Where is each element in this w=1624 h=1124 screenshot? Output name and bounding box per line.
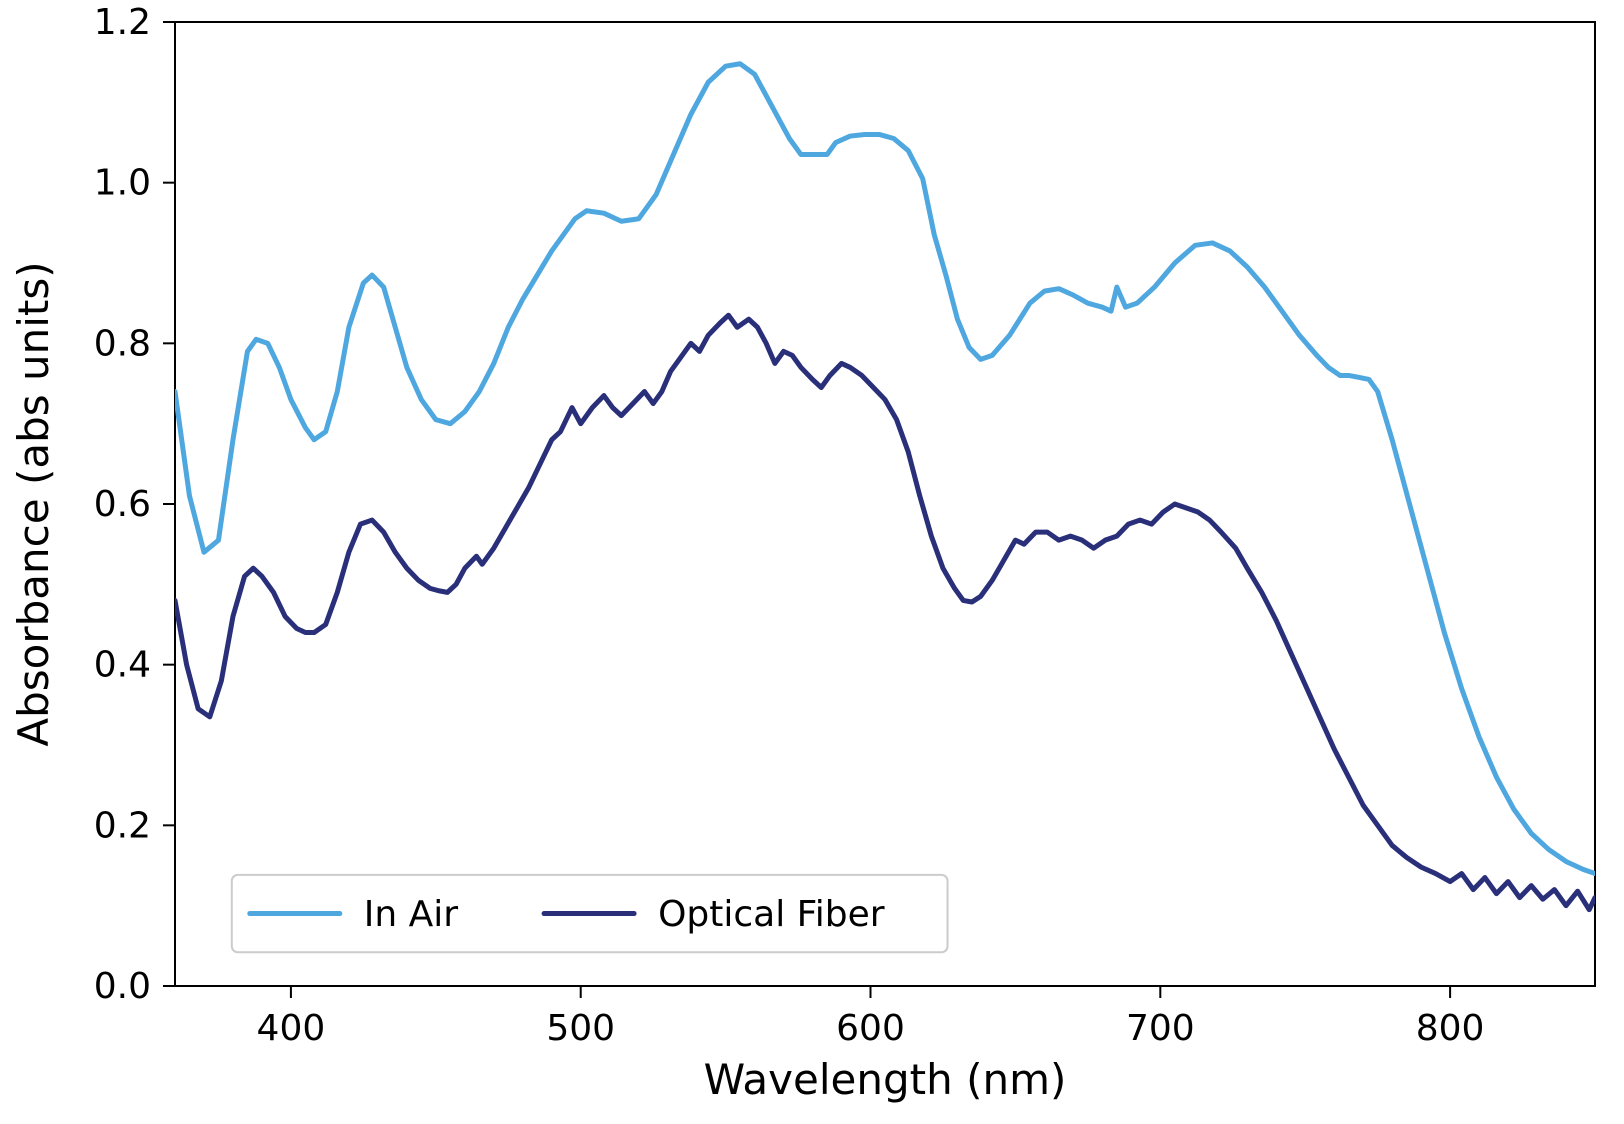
x-tick-label: 600: [836, 1008, 905, 1049]
y-tick-label: 1.0: [94, 163, 151, 204]
y-tick-label: 0.4: [94, 645, 151, 686]
x-tick-label: 400: [257, 1008, 326, 1049]
x-tick-label: 500: [546, 1008, 615, 1049]
chart-bg: [0, 0, 1624, 1124]
y-tick-label: 0.6: [94, 484, 151, 525]
x-tick-label: 700: [1126, 1008, 1195, 1049]
x-tick-label: 800: [1416, 1008, 1485, 1049]
legend: In Air Optical Fiber: [232, 875, 948, 952]
y-tick-label: 0.8: [94, 323, 151, 364]
y-tick-label: 0.2: [94, 805, 151, 846]
legend-label: Optical Fiber: [658, 894, 885, 935]
legend-label: In Air: [364, 894, 459, 935]
x-axis-label: Wavelength (nm): [704, 1055, 1067, 1104]
y-axis-label: Absorbance (abs units): [9, 261, 58, 746]
chart-svg: 400 500 600 700 800 0.0 0.2 0.4 0.6 0.8 1.0 1.2 Wave…: [0, 0, 1624, 1124]
y-tick-label: 0.0: [94, 966, 151, 1007]
absorbance-chart: 400 500 600 700 800 0.0 0.2 0.4 0.6 0.8 1.0 1.2 Wave…: [0, 0, 1624, 1124]
y-tick-label: 1.2: [94, 2, 151, 43]
